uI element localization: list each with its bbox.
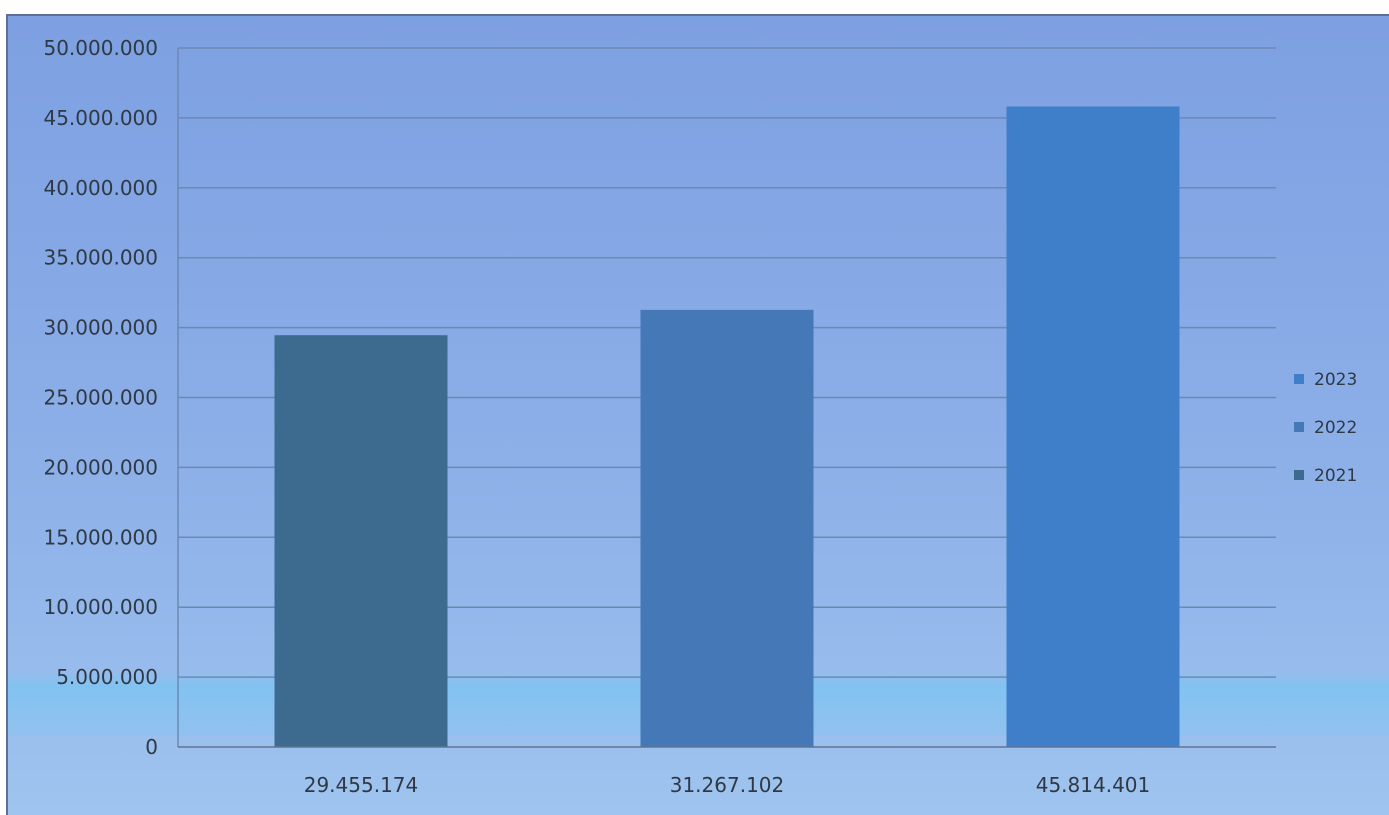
legend-swatch (1294, 374, 1304, 384)
y-tick-label: 0 (145, 735, 158, 759)
bar (640, 309, 814, 747)
legend-label: 2021 (1314, 466, 1357, 486)
legend-swatch (1294, 422, 1304, 432)
legend-swatch (1294, 470, 1304, 480)
legend-label: 2023 (1314, 370, 1357, 390)
bar (1006, 106, 1180, 748)
bar (274, 335, 448, 747)
chart-frame: 0 5.000.000 10.000.000 15.000.000 20.000.000… (6, 14, 1389, 815)
x-category-label: 45.814.401 (1036, 773, 1151, 797)
axes (177, 48, 1276, 748)
labels: 0 5.000.000 10.000.000 15.000.000 20.000.000… (43, 36, 1150, 797)
y-tick-label: 20.000.000 (43, 455, 158, 479)
y-tick-label: 10.000.000 (43, 595, 158, 619)
y-tick-label: 30.000.000 (43, 316, 158, 340)
y-tick-label: 50.000.000 (43, 36, 158, 60)
bar-chart: 0 5.000.000 10.000.000 15.000.000 20.000.000… (43, 36, 1357, 797)
y-tick-label: 45.000.000 (43, 106, 158, 130)
y-tick-label: 40.000.000 (43, 176, 158, 200)
y-tick-label: 25.000.000 (43, 386, 158, 410)
legend: 2023 2022 2021 (1294, 370, 1357, 486)
x-category-label: 29.455.174 (304, 773, 419, 797)
x-category-label: 31.267.102 (670, 773, 785, 797)
legend-label: 2022 (1314, 418, 1357, 438)
y-tick-label: 35.000.000 (43, 246, 158, 270)
y-tick-label: 15.000.000 (43, 525, 158, 549)
bars (274, 106, 1180, 748)
y-tick-label: 5.000.000 (56, 665, 158, 689)
